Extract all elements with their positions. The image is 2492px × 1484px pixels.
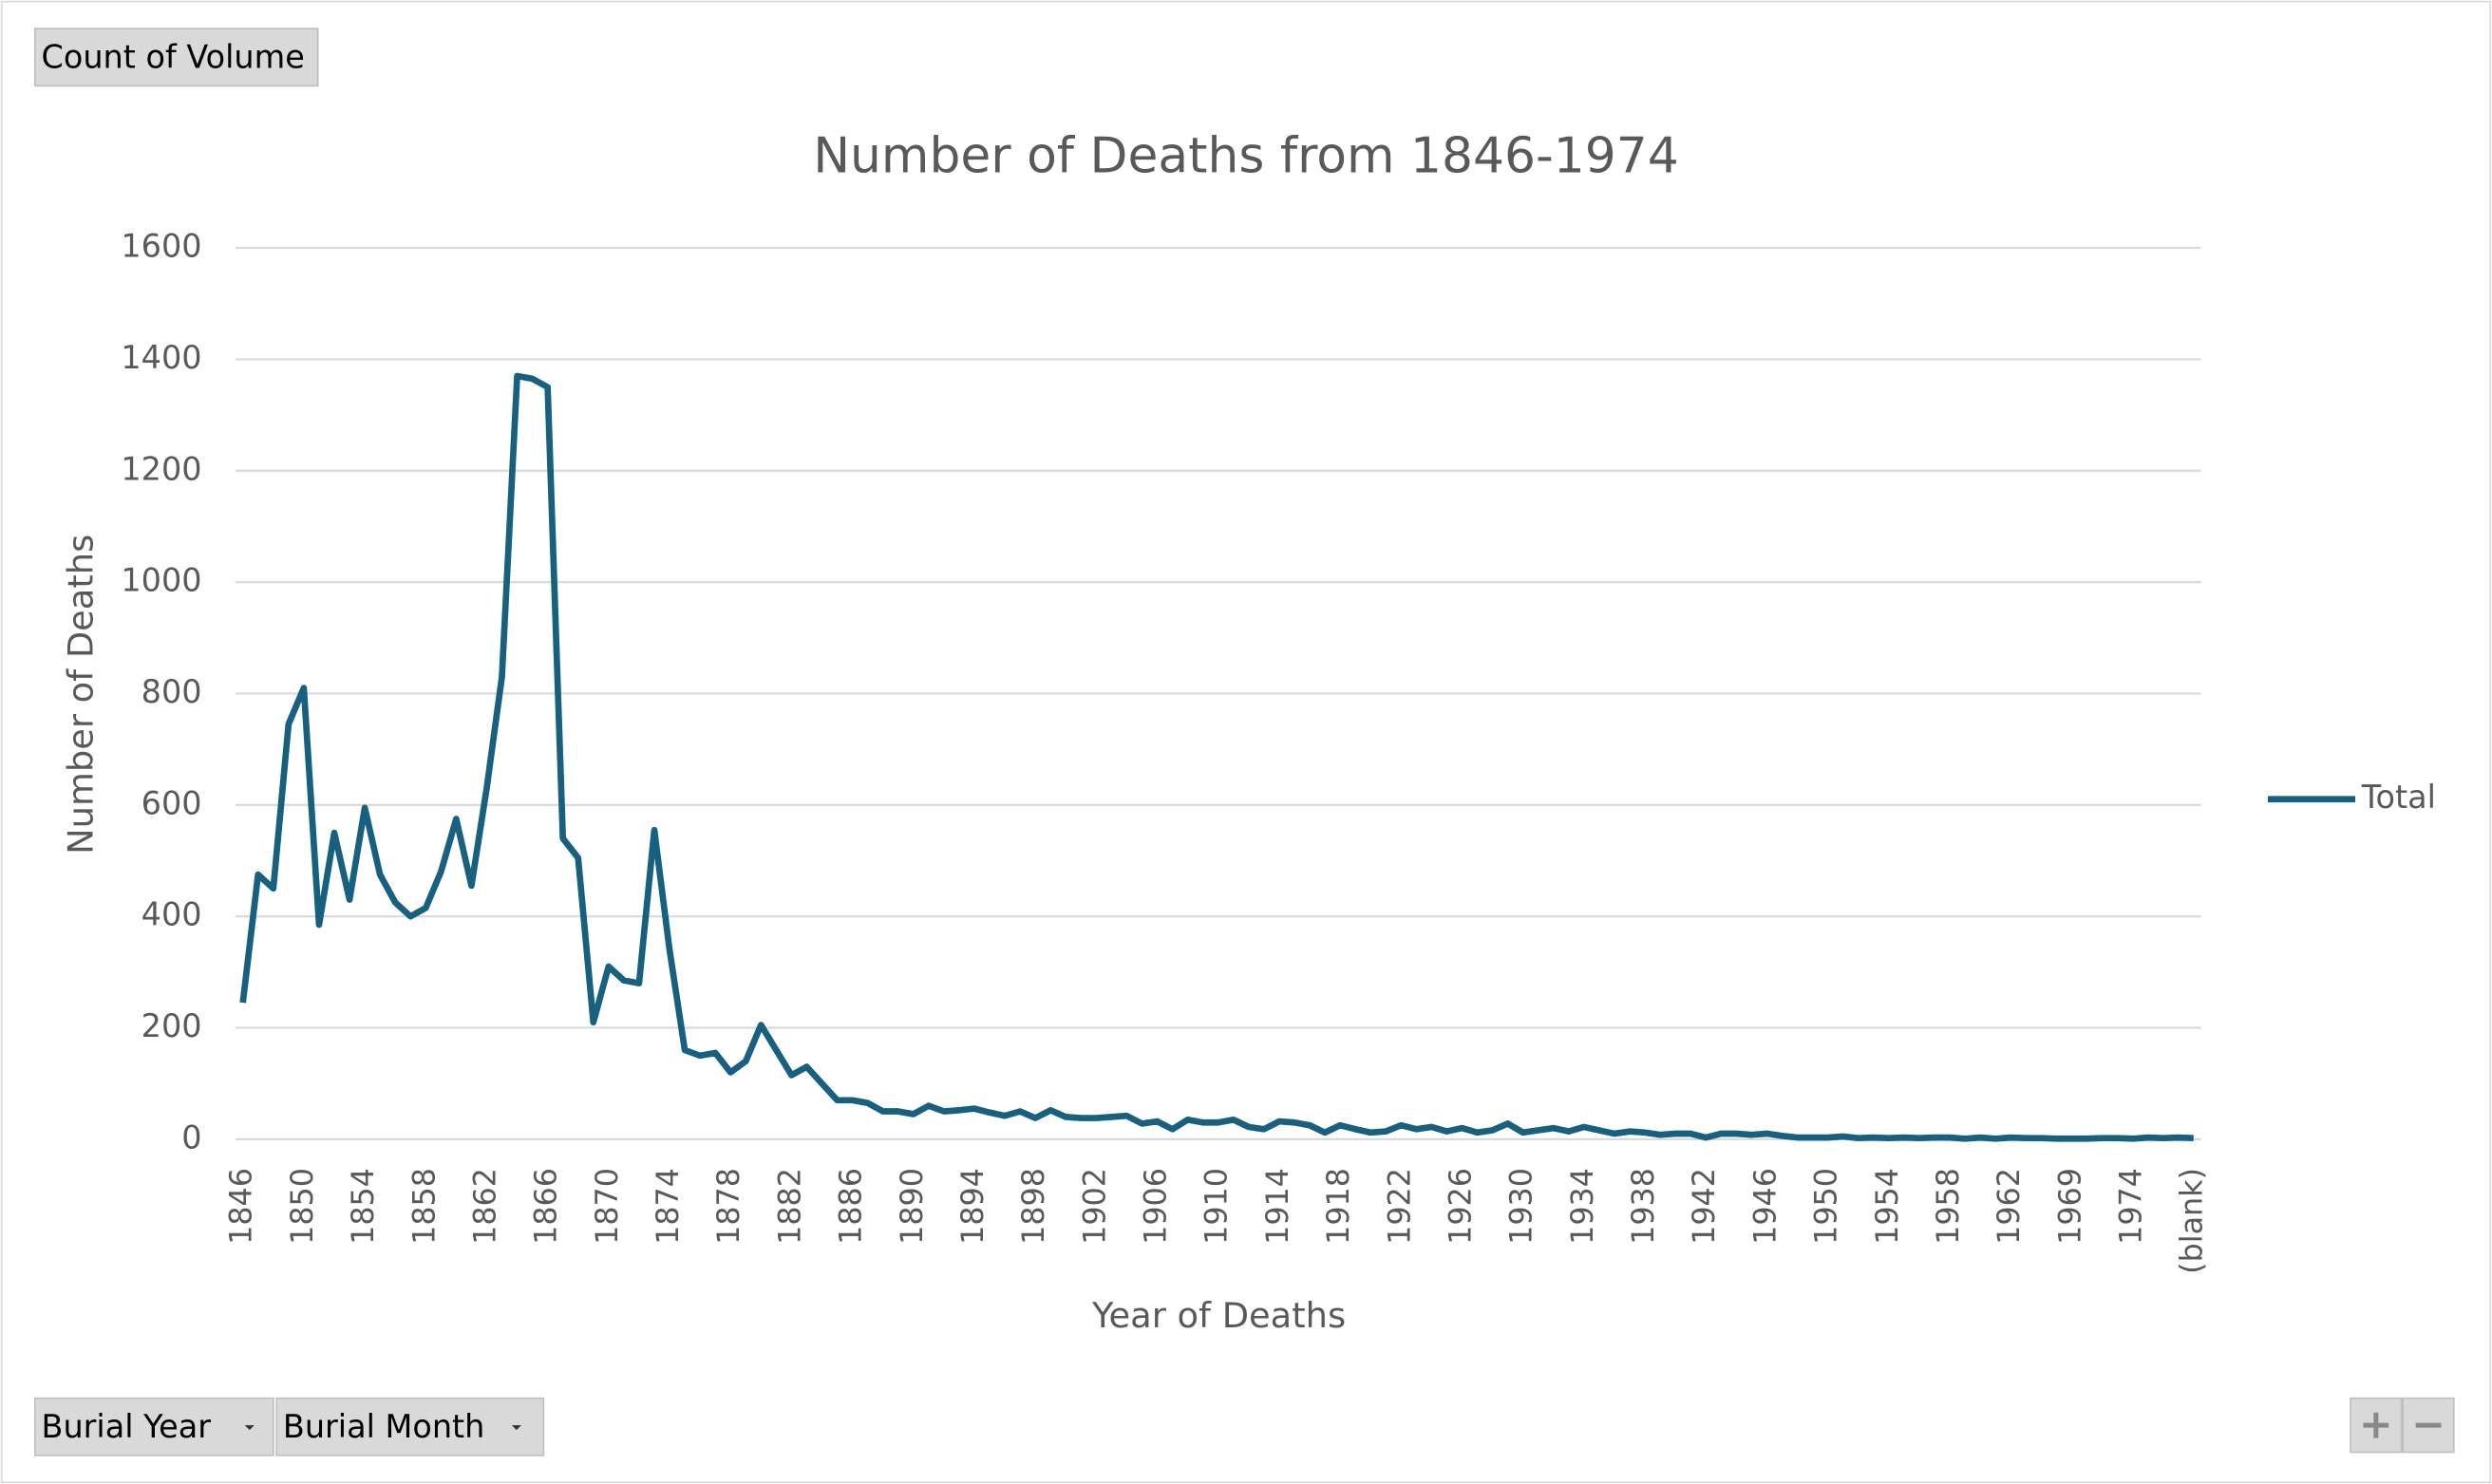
legend-label: Total bbox=[2361, 779, 2436, 816]
x-tick-label: 1894 bbox=[955, 1168, 991, 1245]
x-tick-label: 1926 bbox=[1443, 1168, 1478, 1245]
x-tick-label: 1914 bbox=[1260, 1168, 1295, 1245]
value-field-label: Count of Volume bbox=[42, 38, 305, 75]
y-tick-label: 0 bbox=[181, 1118, 201, 1155]
x-axis-title: Year of Deaths bbox=[1091, 1295, 1346, 1336]
line-series bbox=[239, 372, 2194, 1142]
x-tick-label: 1922 bbox=[1382, 1168, 1417, 1245]
x-tick-label: 1886 bbox=[834, 1168, 869, 1245]
dropdown-arrow bbox=[244, 1425, 255, 1431]
y-tick-label: 1200 bbox=[121, 450, 201, 487]
y-axis-title: Number of Deaths bbox=[61, 535, 102, 855]
x-tick-label: 1866 bbox=[529, 1168, 564, 1245]
x-tick-label: 1969 bbox=[2052, 1168, 2087, 1245]
x-tick-label: 1854 bbox=[346, 1168, 381, 1245]
field-label: Burial Year bbox=[42, 1408, 212, 1445]
x-tick-label: 1934 bbox=[1565, 1168, 1600, 1245]
x-tick-label: 1874 bbox=[651, 1168, 686, 1245]
x-tick-label: 1930 bbox=[1504, 1168, 1539, 1245]
y-tick-label: 600 bbox=[142, 784, 202, 821]
field-button[interactable] bbox=[275, 1397, 545, 1456]
x-tick-label: 1890 bbox=[895, 1168, 930, 1245]
x-tick-label: 1962 bbox=[1992, 1168, 2027, 1245]
x-tick-label: 1910 bbox=[1199, 1168, 1235, 1245]
x-tick-label: 1942 bbox=[1687, 1168, 1722, 1245]
y-tick-label: 400 bbox=[142, 896, 202, 933]
x-tick-label: 1862 bbox=[467, 1168, 502, 1245]
field-button[interactable] bbox=[33, 1397, 274, 1456]
x-tick-label: 1918 bbox=[1321, 1168, 1356, 1245]
y-tick-label: 200 bbox=[142, 1007, 202, 1044]
x-tick-label: 1850 bbox=[285, 1168, 320, 1245]
x-tick-label: 1946 bbox=[1747, 1168, 1783, 1245]
x-tick-label: 1882 bbox=[772, 1168, 807, 1245]
x-tick-label: 1950 bbox=[1809, 1168, 1844, 1245]
field-label: Burial Month bbox=[283, 1408, 484, 1445]
y-tick-label: 1600 bbox=[121, 228, 201, 265]
y-tick-label: 800 bbox=[142, 673, 202, 710]
x-tick-label: 1906 bbox=[1139, 1168, 1174, 1245]
y-tick-label: 1400 bbox=[121, 339, 201, 376]
x-tick-label: 1898 bbox=[1016, 1168, 1051, 1245]
x-tick-label: 1958 bbox=[1931, 1168, 1966, 1245]
x-tick-label: 1870 bbox=[590, 1168, 625, 1245]
y-tick-label: 1000 bbox=[121, 562, 201, 599]
dropdown-arrow bbox=[511, 1425, 521, 1431]
x-tick-label: 1974 bbox=[2114, 1168, 2149, 1245]
x-tick-label: (blank) bbox=[2175, 1168, 2210, 1274]
value-field-button[interactable] bbox=[33, 28, 319, 87]
x-tick-label: 1858 bbox=[406, 1168, 442, 1245]
x-tick-label: 1938 bbox=[1626, 1168, 1661, 1245]
x-tick-label: 1954 bbox=[1870, 1168, 1905, 1245]
x-tick-label: 1878 bbox=[711, 1168, 746, 1245]
x-tick-label: 1902 bbox=[1077, 1168, 1112, 1245]
chart-title: Number of Deaths from 1846-1974 bbox=[813, 127, 1678, 184]
x-tick-label: 1846 bbox=[224, 1168, 259, 1245]
plus-icon bbox=[2363, 1412, 2389, 1438]
